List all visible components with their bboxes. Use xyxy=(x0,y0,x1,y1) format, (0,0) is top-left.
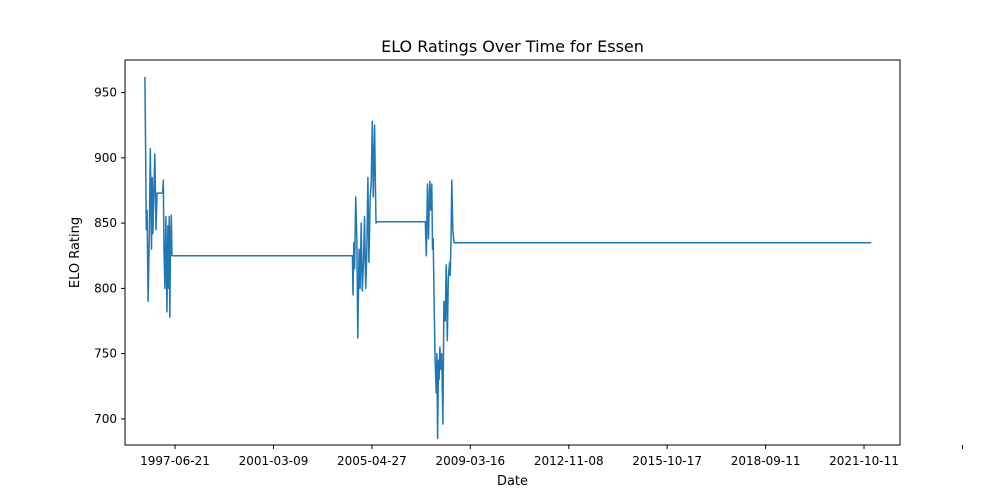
y-tick-label: 950 xyxy=(94,86,117,100)
y-tick-label: 700 xyxy=(94,412,117,426)
y-tick-label: 900 xyxy=(94,151,117,165)
plot-frame xyxy=(124,59,901,446)
x-tick-label: 2021-10-11 xyxy=(829,454,899,468)
elo-series-line xyxy=(144,76,872,440)
plot-area xyxy=(144,76,872,440)
y-tick-label: 800 xyxy=(94,281,117,295)
y-axis: 700 750 800 850 900 950 xyxy=(94,86,125,426)
x-tick-label: 2015-10-17 xyxy=(632,454,702,468)
y-axis-label: ELO Rating xyxy=(68,217,83,288)
y-tick-label: 850 xyxy=(94,216,117,230)
x-tick-label: 1997-06-21 xyxy=(140,454,210,468)
x-tick-label: 2018-09-11 xyxy=(731,454,801,468)
y-tick-label: 750 xyxy=(94,347,117,361)
x-tick-label: 2005-04-27 xyxy=(337,454,407,468)
x-axis: 1997-06-21 2001-03-09 2005-04-27 2009-03-16… xyxy=(140,445,963,468)
chart-title: ELO Ratings Over Time for Essen xyxy=(381,37,644,56)
x-tick-label: 2001-03-09 xyxy=(239,454,309,468)
x-axis-label: Date xyxy=(497,474,528,489)
x-tick-label: 2009-03-16 xyxy=(435,454,505,468)
x-tick-label: 2012-11-08 xyxy=(534,454,604,468)
